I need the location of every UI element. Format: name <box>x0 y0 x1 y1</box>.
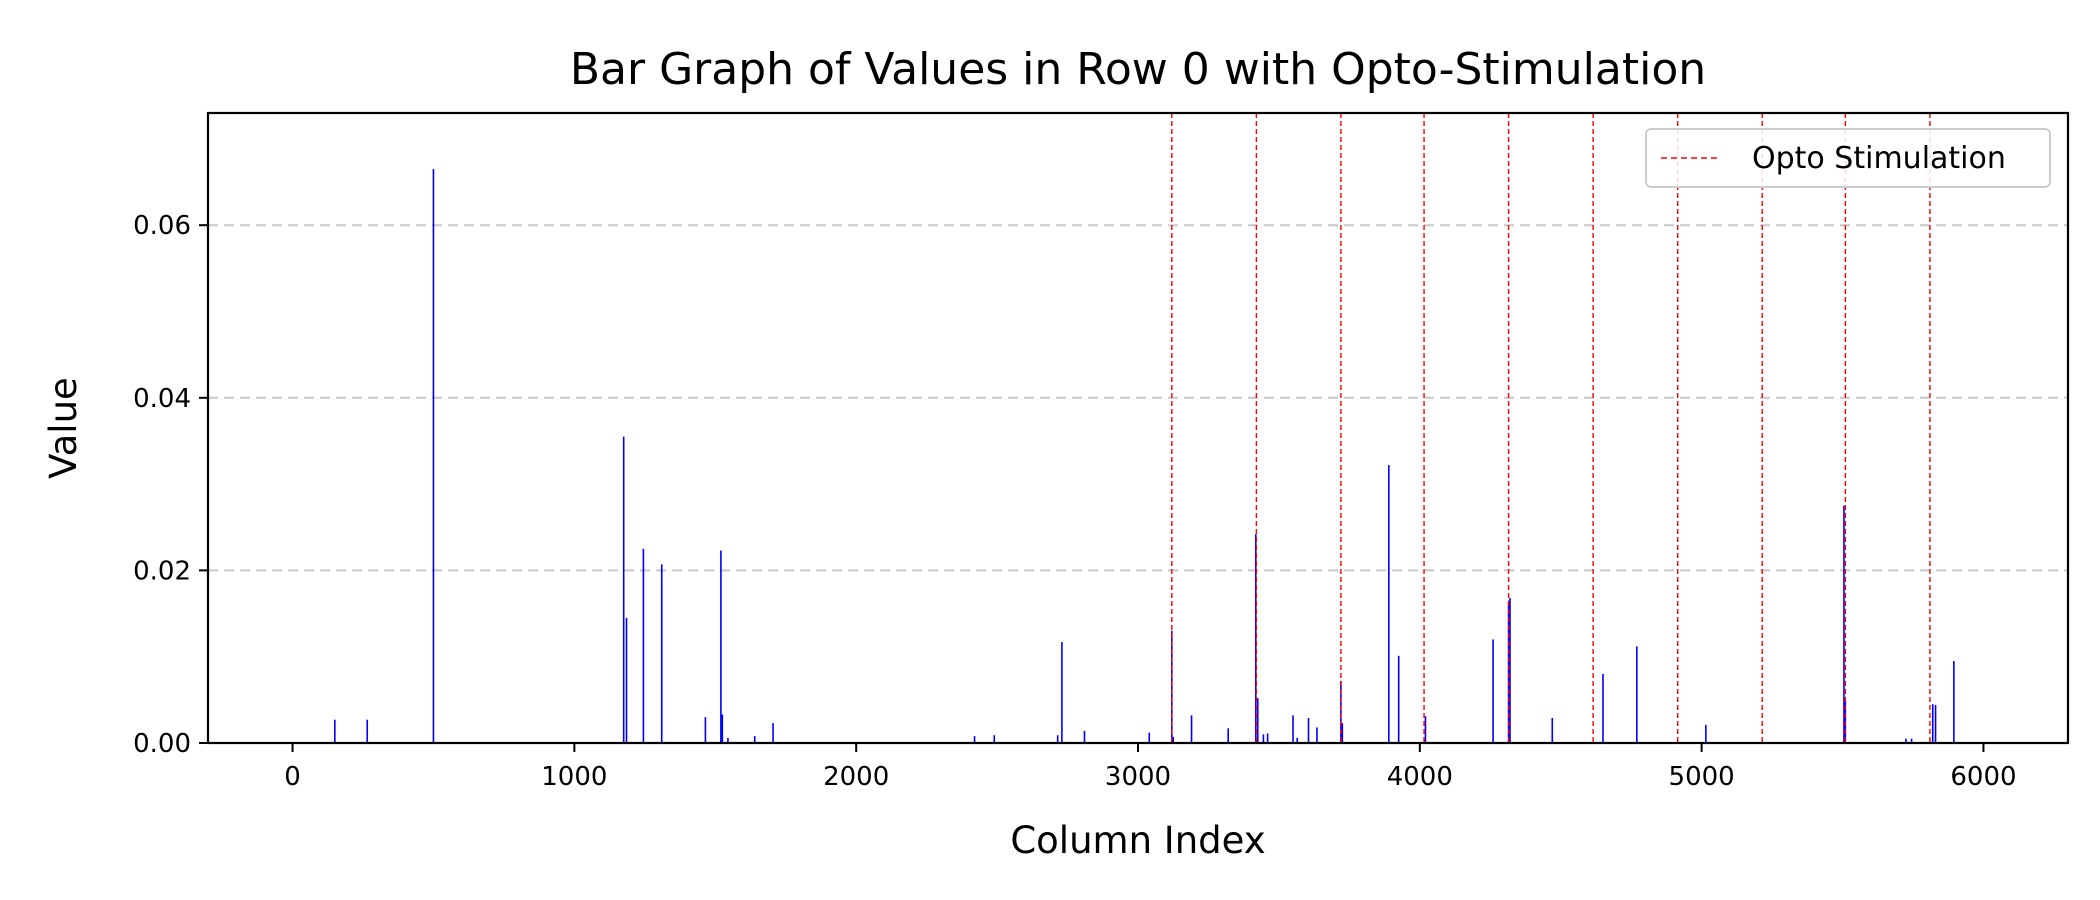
data-bar <box>993 735 996 743</box>
data-bar <box>1255 534 1257 743</box>
data-bar <box>1910 738 1913 743</box>
data-bar <box>1705 724 1707 743</box>
x-tick-label: 1000 <box>541 762 607 792</box>
data-bar <box>660 564 663 743</box>
data-bar <box>1266 733 1269 743</box>
data-bar <box>1056 735 1059 743</box>
legend-box <box>1645 128 2051 188</box>
y-tick-label: 0.04 <box>133 384 191 414</box>
data-bar <box>973 736 976 743</box>
data-bar <box>1292 715 1294 743</box>
x-tick-label: 6000 <box>1950 762 2016 792</box>
data-bar <box>1061 642 1063 743</box>
data-bar <box>772 723 774 743</box>
data-bar <box>625 617 628 743</box>
data-bar <box>1171 630 1173 743</box>
data-bar <box>334 719 336 743</box>
data-bar <box>1388 465 1390 743</box>
data-bar <box>1492 639 1494 743</box>
data-bar <box>642 548 645 743</box>
data-bar <box>1172 736 1175 743</box>
x-tick-label: 2000 <box>823 762 889 792</box>
data-bar <box>1602 673 1604 743</box>
y-tick-label: 0.02 <box>133 556 191 586</box>
data-bar <box>1316 727 1318 743</box>
data-bar <box>1190 715 1193 743</box>
data-bar <box>721 714 724 743</box>
data-bar <box>727 737 729 743</box>
data-bar <box>1296 737 1299 743</box>
data-bar <box>366 719 369 743</box>
data-bar <box>1424 716 1427 743</box>
data-bar <box>1262 734 1265 743</box>
data-bar <box>432 169 435 743</box>
data-bars <box>334 169 1955 743</box>
data-bar <box>1843 505 1845 743</box>
y-tick-label: 0.06 <box>133 211 191 241</box>
y-axis-label: Value <box>42 377 85 479</box>
data-bar <box>1307 717 1310 743</box>
data-bar <box>1931 704 1934 743</box>
legend-opto-label: Opto Stimulation <box>1752 141 2006 176</box>
x-tick-label: 0 <box>284 762 301 792</box>
data-bar <box>720 550 722 743</box>
data-bar <box>1340 680 1342 743</box>
data-bar <box>1148 732 1151 743</box>
y-tick-label: 0.00 <box>133 729 191 759</box>
y-axis-ticks: 0.00 0.02 0.04 0.06 <box>133 211 208 759</box>
data-bar <box>622 436 625 743</box>
data-bar <box>1636 646 1638 743</box>
chart-title: Bar Graph of Values in Row 0 with Opto-S… <box>570 44 1706 95</box>
opto-stimulation-lines <box>1171 113 1931 743</box>
x-axis-label: Column Index <box>1010 819 1265 862</box>
data-bar <box>1551 717 1554 743</box>
x-tick-label: 4000 <box>1387 762 1453 792</box>
x-tick-label: 3000 <box>1105 762 1171 792</box>
data-bar <box>1397 655 1400 743</box>
x-axis-ticks: 0 1000 2000 3000 4000 5000 6000 <box>284 743 2017 792</box>
y-gridlines <box>208 224 2068 572</box>
data-bar <box>1934 705 1937 743</box>
data-bar <box>704 717 707 743</box>
data-bar <box>1227 728 1229 743</box>
data-bar <box>1507 600 1510 743</box>
data-bar <box>1953 661 1955 743</box>
data-bar <box>1256 698 1259 743</box>
x-tick-label: 5000 <box>1669 762 1735 792</box>
data-bar <box>1341 723 1344 743</box>
data-bar <box>1905 738 1907 743</box>
data-bar <box>1509 598 1511 743</box>
data-bar <box>753 736 756 743</box>
data-bar <box>1083 730 1086 743</box>
legend: Opto Stimulation <box>1645 128 2051 188</box>
